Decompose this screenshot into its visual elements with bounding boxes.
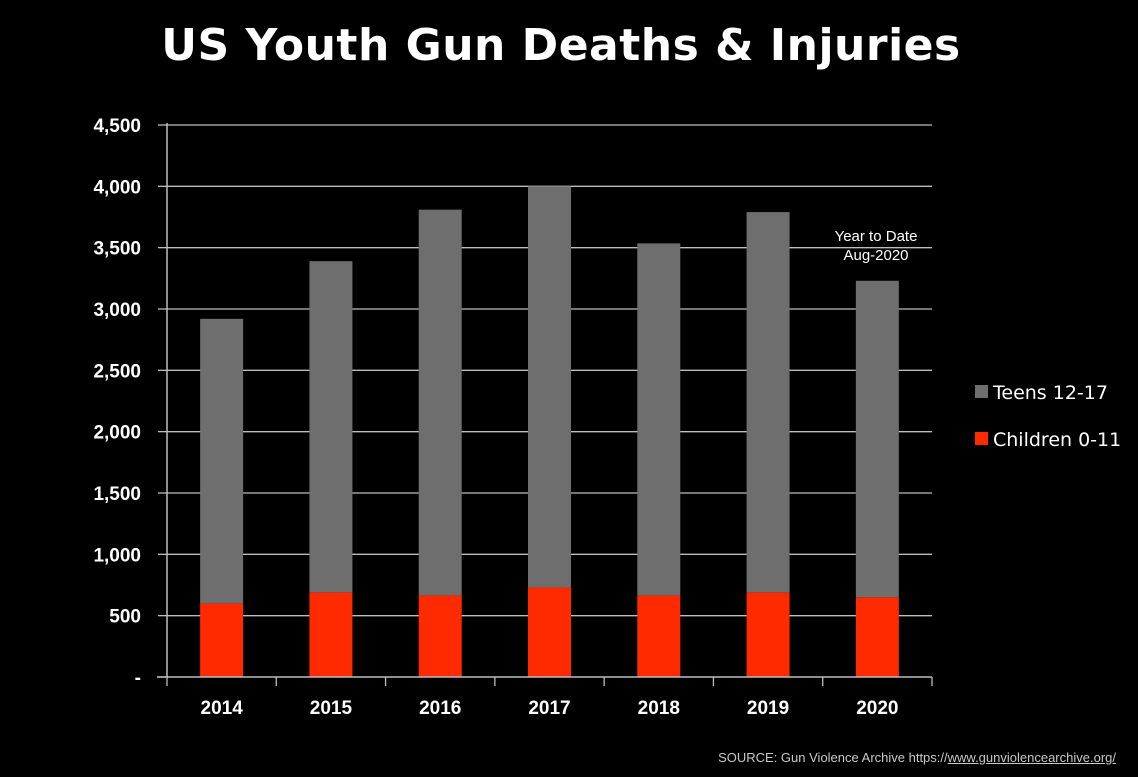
annotation: Year to Date Aug-2020 (835, 228, 918, 264)
bar-segment-children-2017 (528, 587, 571, 677)
y-tick-label: 2,000 (93, 423, 141, 444)
bar-segment-children-2015 (309, 592, 353, 677)
bar-segment-children-2016 (418, 595, 462, 677)
legend-label-children: Children 0-11 (993, 429, 1121, 451)
x-tick-label: 2017 (528, 698, 570, 719)
bar-segment-teens-2015 (309, 261, 353, 593)
bar-segment-children-2018 (637, 595, 681, 677)
x-tick-label: 2014 (201, 698, 244, 719)
y-tick-label: 500 (109, 607, 141, 628)
annotation-line-1: Year to Date (835, 228, 918, 245)
bar-segment-children-2014 (200, 603, 244, 677)
bar-segment-teens-2019 (746, 212, 790, 593)
legend-swatch-children (975, 432, 988, 445)
source-link[interactable]: www.gunviolencearchive.org/ (947, 750, 1116, 765)
bar-segment-teens-2016 (418, 209, 462, 596)
x-tick-label: 2018 (638, 698, 680, 719)
legend-swatch-teens (975, 385, 988, 398)
source-prefix: SOURCE: Gun Violence Archive https:// (718, 750, 948, 765)
y-tick-label: 2,500 (93, 361, 141, 382)
bar-segment-teens-2020 (855, 280, 899, 598)
bar-segment-children-2020 (855, 597, 899, 677)
x-tick-label: 2016 (419, 698, 461, 719)
y-tick-label: 3,000 (93, 300, 141, 321)
chart-title: US Youth Gun Deaths & Injuries (161, 20, 961, 71)
x-tick-label: 2015 (310, 698, 353, 719)
y-tick-label: 4,000 (93, 177, 141, 198)
y-tick-label: 3,500 (93, 239, 141, 260)
source-note: SOURCE: Gun Violence Archive https://www… (718, 750, 1116, 765)
y-tick-label: 1,000 (93, 545, 141, 566)
bar-segment-teens-2018 (637, 243, 681, 596)
legend-label-teens: Teens 12-17 (992, 382, 1108, 404)
x-tick-label: 2019 (747, 698, 789, 719)
legend: Teens 12-17 Children 0-11 (975, 382, 1121, 451)
bar-segment-teens-2014 (200, 318, 244, 604)
y-tick-label: - (135, 668, 141, 689)
axes (157, 123, 932, 678)
x-axis-ticks: 2014 2015 2016 2017 2018 2019 2020 (166, 677, 933, 719)
bar-segment-children-2019 (746, 592, 790, 677)
y-axis-ticks: - 500 1,000 1,500 2,000 2,500 3,000 3,500 4,000 4… (93, 116, 167, 689)
annotation-line-2: Aug-2020 (843, 247, 908, 264)
x-tick-label: 2020 (856, 698, 898, 719)
y-tick-label: 1,500 (93, 484, 141, 505)
y-tick-label: 4,500 (93, 116, 141, 137)
bar-segment-teens-2017 (528, 186, 571, 588)
bars (200, 186, 899, 677)
